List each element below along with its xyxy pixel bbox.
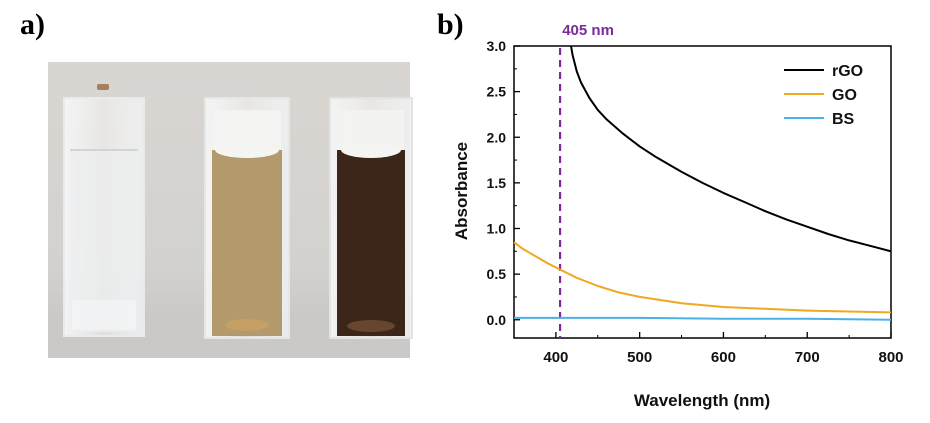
axis-ticks (513, 45, 892, 338)
y-tick-label: 3.0 (487, 38, 507, 54)
y-tick-label: 2.5 (487, 84, 507, 100)
x-axis-title: Wavelength (nm) (634, 391, 770, 410)
series-line-go (513, 241, 892, 314)
plot-frame (513, 45, 892, 339)
panel-label-a: a) (20, 8, 45, 41)
x-tick-label: 400 (543, 349, 568, 366)
y-axis-title: Absorbance (452, 142, 471, 240)
x-tick-label: 700 (795, 349, 820, 366)
tick-labels: 400 500 600 700 800 0.0 0.5 1.0 1.5 2.0 2.5 3.0 (487, 38, 904, 366)
x-tick-label: 500 (627, 349, 652, 366)
series-line-bs (514, 316, 892, 321)
cuvette-bs (63, 84, 145, 337)
annotation-layer: 405 nm (558, 22, 614, 338)
y-tick-label: 0.0 (487, 312, 507, 328)
series-layer (513, 45, 892, 321)
cuvette-rgo (329, 97, 413, 339)
legend: rGO GO BS (784, 63, 863, 128)
cuvette-go (204, 97, 290, 339)
legend-label-go: GO (832, 87, 857, 104)
legend-label-rgo: rGO (832, 63, 863, 80)
y-tick-label: 2.0 (487, 129, 507, 145)
x-tick-label: 600 (711, 349, 736, 366)
y-tick-label: 1.0 (487, 221, 507, 237)
series-line-rgo (570, 45, 892, 253)
y-tick-label: 1.5 (487, 175, 507, 191)
panel-label-b: b) (437, 8, 464, 41)
legend-label-bs: BS (832, 111, 855, 128)
plot-border (513, 45, 892, 339)
wavelength-marker-label: 405 nm (562, 22, 614, 39)
y-tick-label: 0.5 (487, 266, 507, 282)
x-tick-label: 800 (878, 349, 903, 366)
